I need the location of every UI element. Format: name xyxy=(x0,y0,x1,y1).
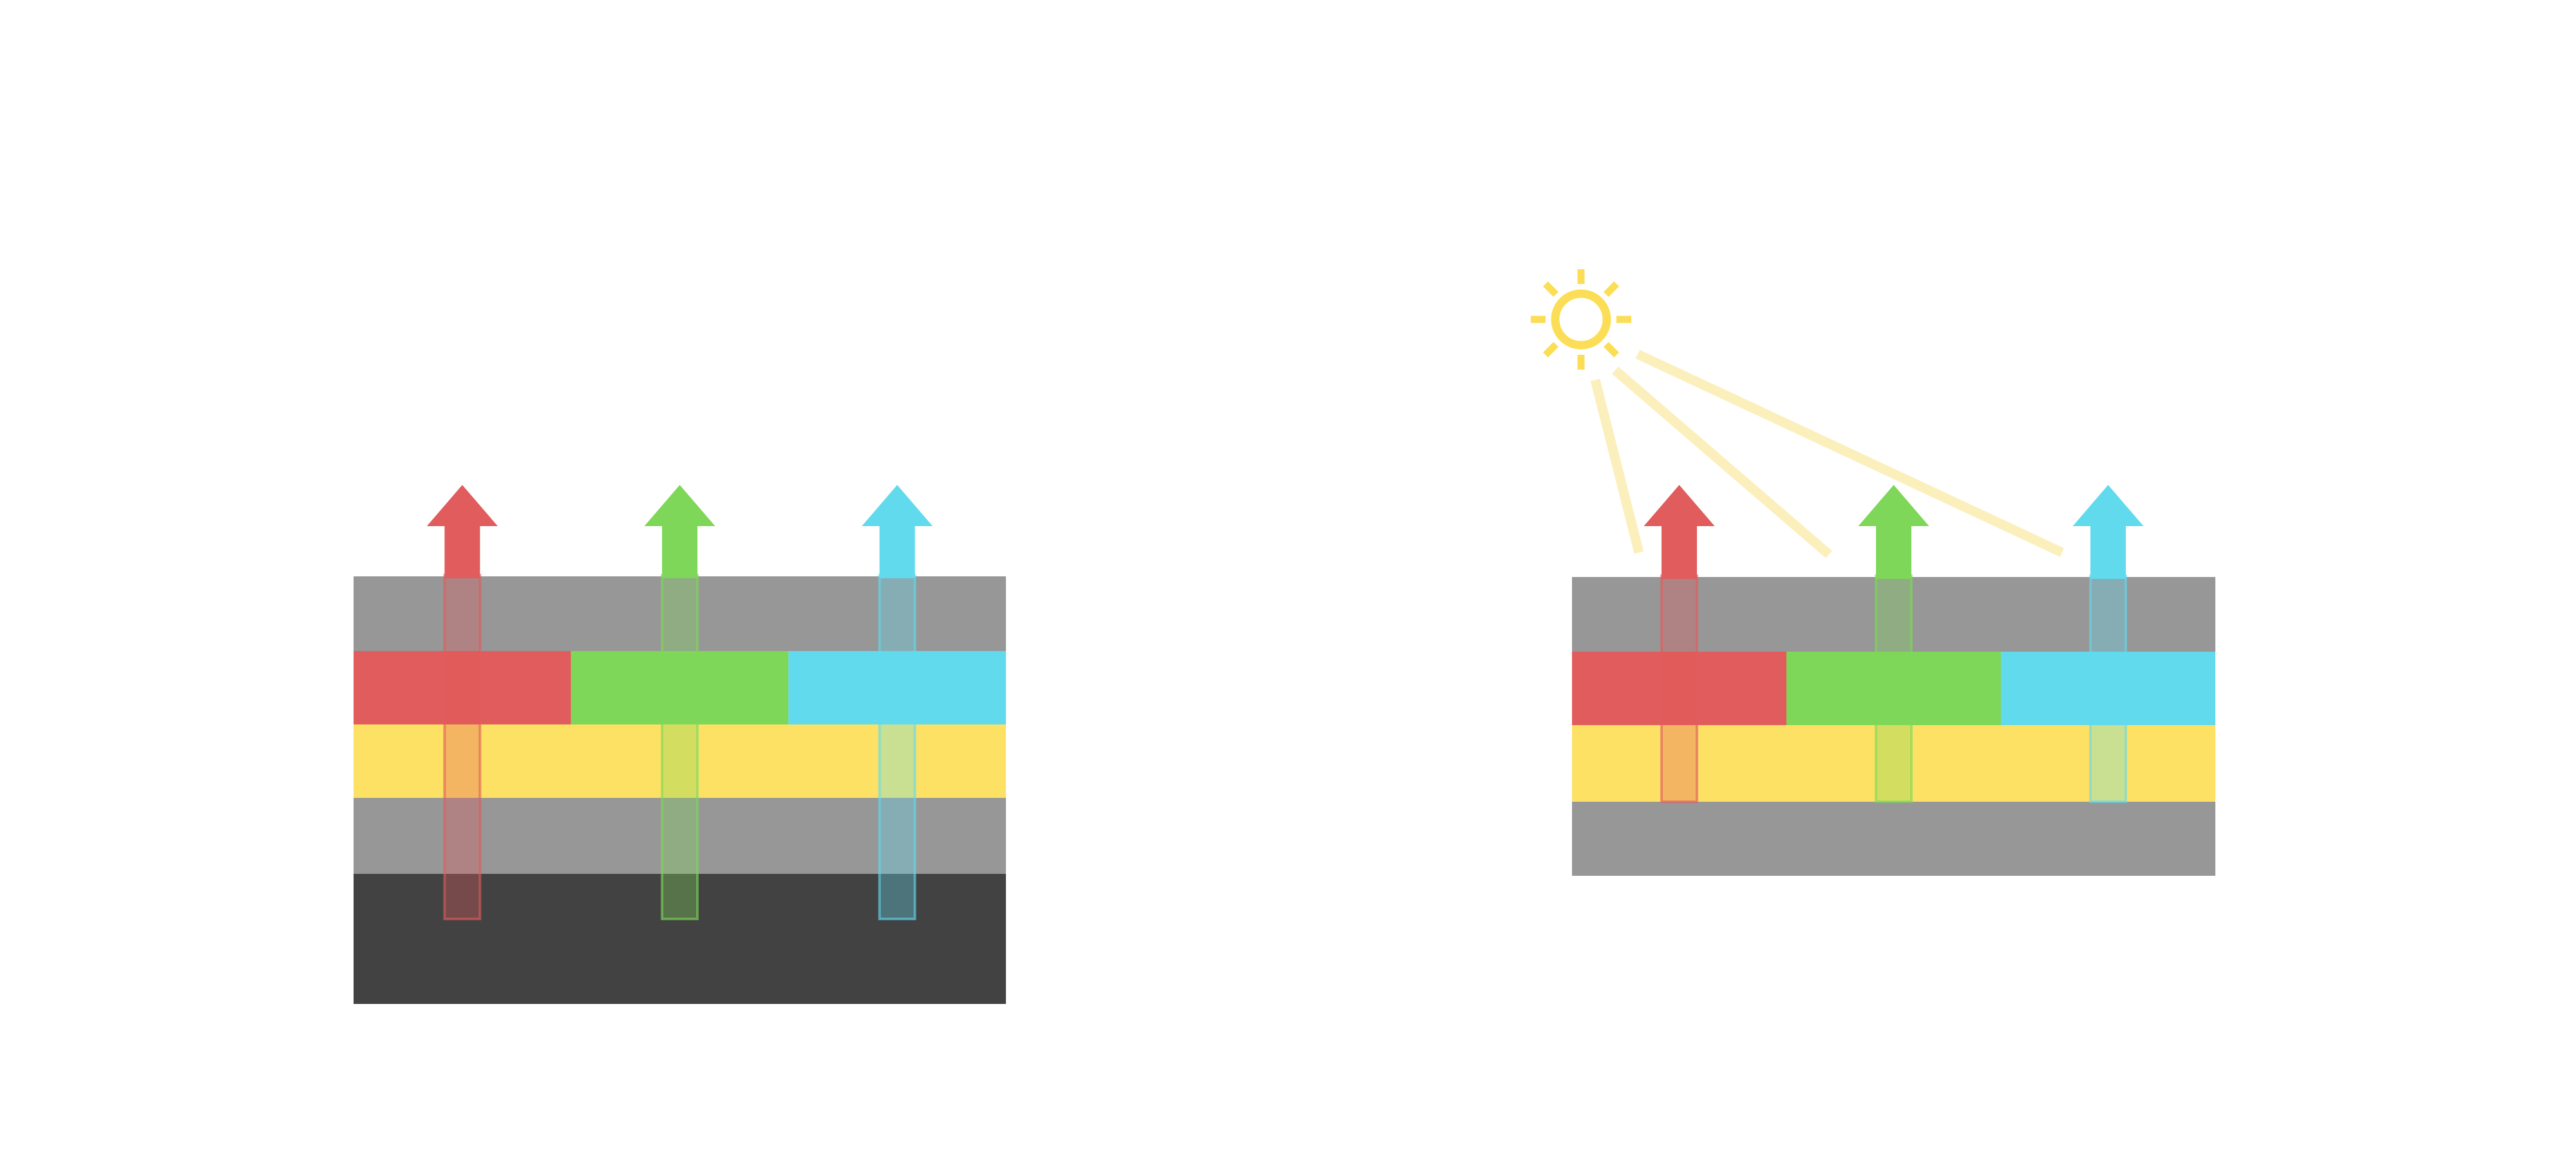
sun-ray xyxy=(1635,350,2065,557)
sun-tick xyxy=(1604,281,1620,297)
blue-arrow-head xyxy=(2072,485,2144,526)
rgb-subpixel-layer-green-segment xyxy=(1786,652,2001,725)
dark-base-layer xyxy=(354,874,1006,1004)
green-arrow-shaft xyxy=(1876,525,1911,579)
rgb-subpixel-layer-blue-segment xyxy=(2001,652,2215,725)
bottom-gray-layer xyxy=(354,798,1006,874)
blue-arrow-shaft xyxy=(879,525,915,578)
top-gray-layer xyxy=(1572,577,2215,652)
sun-tick xyxy=(1542,281,1558,297)
red-arrow-shaft xyxy=(1662,525,1697,579)
bottom-gray-layer xyxy=(1572,802,2215,876)
backlit-stack-panel xyxy=(354,485,1006,1004)
red-arrow-shaft xyxy=(444,525,480,578)
rgb-subpixel-layer-red-segment xyxy=(354,651,571,724)
blue-arrow-shaft xyxy=(2090,525,2126,579)
sunlit-reflective-stack-panel xyxy=(1531,269,2215,876)
sun-icon xyxy=(1531,269,1631,370)
rgb-subpixel-layer-blue-segment xyxy=(788,651,1006,724)
green-arrow-head xyxy=(1858,485,1929,526)
sun-ray xyxy=(1590,379,1644,554)
yellow-layer xyxy=(1572,725,2215,802)
top-gray-layer xyxy=(354,576,1006,651)
blue-light-beam xyxy=(878,574,916,920)
red-light-beam xyxy=(1660,574,1698,803)
green-light-beam xyxy=(661,574,699,920)
green-light-beam xyxy=(1875,574,1913,803)
sun-ring xyxy=(1551,289,1611,350)
green-arrow-shaft xyxy=(662,525,697,578)
sun-tick xyxy=(1542,342,1558,358)
sun-ray xyxy=(1612,366,1832,558)
green-arrow-head xyxy=(644,485,715,526)
blue-light-beam xyxy=(2089,574,2127,803)
rgb-subpixel-layer-green-segment xyxy=(571,651,789,724)
red-light-beam xyxy=(443,574,482,920)
red-arrow-head xyxy=(426,485,498,526)
sun-tick xyxy=(1604,342,1620,358)
red-arrow-head xyxy=(1643,485,1715,526)
blue-arrow-head xyxy=(862,485,933,526)
rgb-subpixel-layer-red-segment xyxy=(1572,652,1786,725)
yellow-layer xyxy=(354,724,1006,798)
